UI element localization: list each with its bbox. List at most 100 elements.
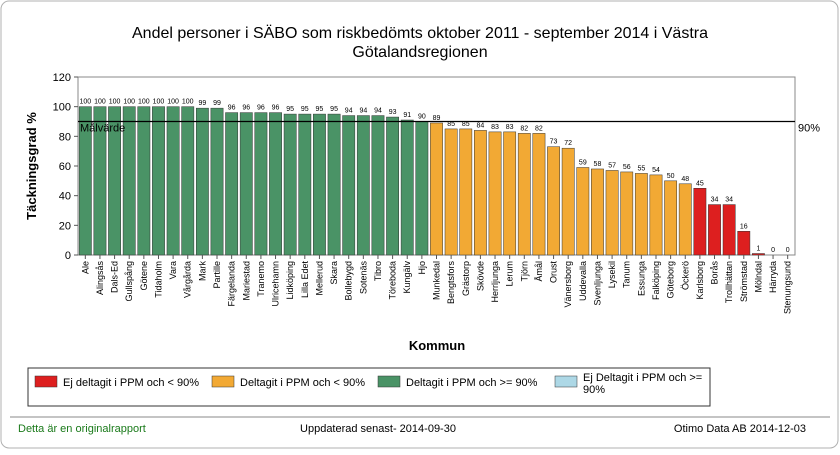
- legend-label: Deltagit i PPM och < 90%: [240, 377, 365, 389]
- legend-swatch: [377, 375, 401, 388]
- x-tick-label: Tranemo: [256, 261, 266, 297]
- bar: [137, 106, 151, 256]
- x-tick-label: Partille: [212, 261, 222, 289]
- x-tick-label: Tanum: [622, 261, 632, 288]
- bar: [576, 167, 590, 256]
- legend-swatch: [211, 375, 235, 388]
- x-tick-label: Svenljunga: [592, 261, 602, 306]
- x-tick-label: Mölndal: [753, 261, 763, 293]
- bar: [415, 121, 429, 256]
- y-tick-label: 100: [53, 102, 71, 114]
- bar: [210, 107, 224, 256]
- footer-center: Uppdaterad senast- 2014-09-30: [300, 423, 456, 435]
- legend-box: [27, 367, 711, 407]
- value-label: 85: [447, 121, 455, 128]
- target-value-label: 90%: [798, 123, 820, 135]
- x-tick-label: Sotenäs: [358, 261, 368, 295]
- x-tick-label: Lidköping: [285, 261, 295, 300]
- value-label: 57: [608, 162, 616, 169]
- value-label: 93: [389, 109, 397, 116]
- target-label: Målvärde: [80, 123, 125, 135]
- x-tick-label: Vara: [168, 261, 178, 279]
- value-label: 34: [711, 197, 719, 204]
- x-tick-label: Lysekil: [607, 261, 617, 288]
- x-tick-label: Gullspång: [124, 261, 134, 302]
- y-tick-label: 80: [59, 131, 71, 143]
- value-label: 100: [182, 99, 194, 106]
- value-label: 73: [550, 139, 558, 146]
- value-label: 99: [213, 100, 221, 107]
- value-label: 100: [79, 99, 91, 106]
- bar: [664, 180, 678, 256]
- x-tick-label: Mellerud: [314, 261, 324, 296]
- x-tick-label: Falköping: [651, 261, 661, 300]
- bar: [474, 130, 487, 256]
- bar: [517, 133, 531, 256]
- bar: [356, 115, 370, 256]
- x-tick-label: Mark: [197, 261, 207, 281]
- x-tick-label: Mariestad: [241, 261, 251, 301]
- bar: [400, 119, 414, 256]
- bar: [503, 131, 517, 256]
- value-label: 100: [153, 99, 165, 106]
- value-label: 95: [316, 106, 324, 113]
- x-tick-label: Orust: [549, 261, 559, 284]
- x-tick-label: Borås: [710, 261, 720, 285]
- legend-label: 90%: [583, 384, 605, 396]
- value-label: 59: [579, 159, 587, 166]
- x-tick-label: Hjo: [417, 261, 427, 275]
- bar: [444, 128, 458, 256]
- x-tick-label: Lilla Edet: [300, 261, 310, 299]
- value-label: 90: [418, 114, 426, 121]
- x-tick-label: Alingsås: [95, 261, 105, 296]
- bar: [152, 106, 165, 256]
- value-label: 94: [374, 108, 382, 115]
- footer-right: Otimo Data AB 2014-12-03: [674, 423, 806, 435]
- value-label: 91: [403, 112, 411, 119]
- value-label: 95: [301, 106, 309, 113]
- y-tick-label: 40: [59, 191, 71, 203]
- x-tick-label: Tidaholm: [153, 261, 163, 298]
- bar: [459, 128, 473, 256]
- value-label: 82: [520, 125, 528, 132]
- bar: [532, 133, 546, 256]
- bar: [371, 115, 385, 256]
- value-label: 50: [667, 173, 675, 180]
- x-tick-label: Skövde: [475, 261, 485, 291]
- x-axis-title: Kommun: [409, 338, 465, 353]
- value-label: 0: [786, 247, 790, 254]
- value-label: 95: [286, 106, 294, 113]
- value-label: 100: [94, 99, 106, 106]
- value-label: 54: [652, 167, 660, 174]
- value-label: 96: [257, 105, 265, 112]
- x-tick-label: Lerum: [505, 261, 515, 287]
- x-tick-label: Grästorp: [461, 261, 471, 296]
- chart-title: Andel personer i SÄBO som riskbedömts ok…: [132, 24, 708, 42]
- value-label: 0: [771, 247, 775, 254]
- value-label: 85: [462, 121, 470, 128]
- bar: [561, 147, 575, 256]
- bar: [342, 115, 356, 256]
- legend-label: Ej deltagit i PPM och < 90%: [63, 377, 199, 389]
- chart-title: Götalandsregionen: [352, 44, 487, 61]
- bar: [313, 113, 326, 256]
- value-label: 100: [109, 99, 121, 106]
- bar: [430, 122, 443, 256]
- x-tick-label: Stenungsund: [783, 261, 793, 314]
- bar: [181, 106, 195, 256]
- x-tick-label: Göteborg: [666, 261, 676, 299]
- bar: [283, 113, 297, 256]
- y-tick-label: 60: [59, 161, 71, 173]
- bar: [620, 171, 634, 256]
- bar: [649, 174, 663, 256]
- bar: [225, 112, 239, 256]
- value-label: 100: [167, 99, 179, 106]
- bar: [605, 170, 619, 256]
- value-label: 94: [345, 108, 353, 115]
- value-label: 95: [330, 106, 338, 113]
- bar: [737, 231, 751, 256]
- x-tick-label: Töreboda: [388, 261, 398, 300]
- x-tick-label: Vårgårda: [183, 261, 193, 298]
- x-tick-label: Dals-Ed: [110, 261, 120, 293]
